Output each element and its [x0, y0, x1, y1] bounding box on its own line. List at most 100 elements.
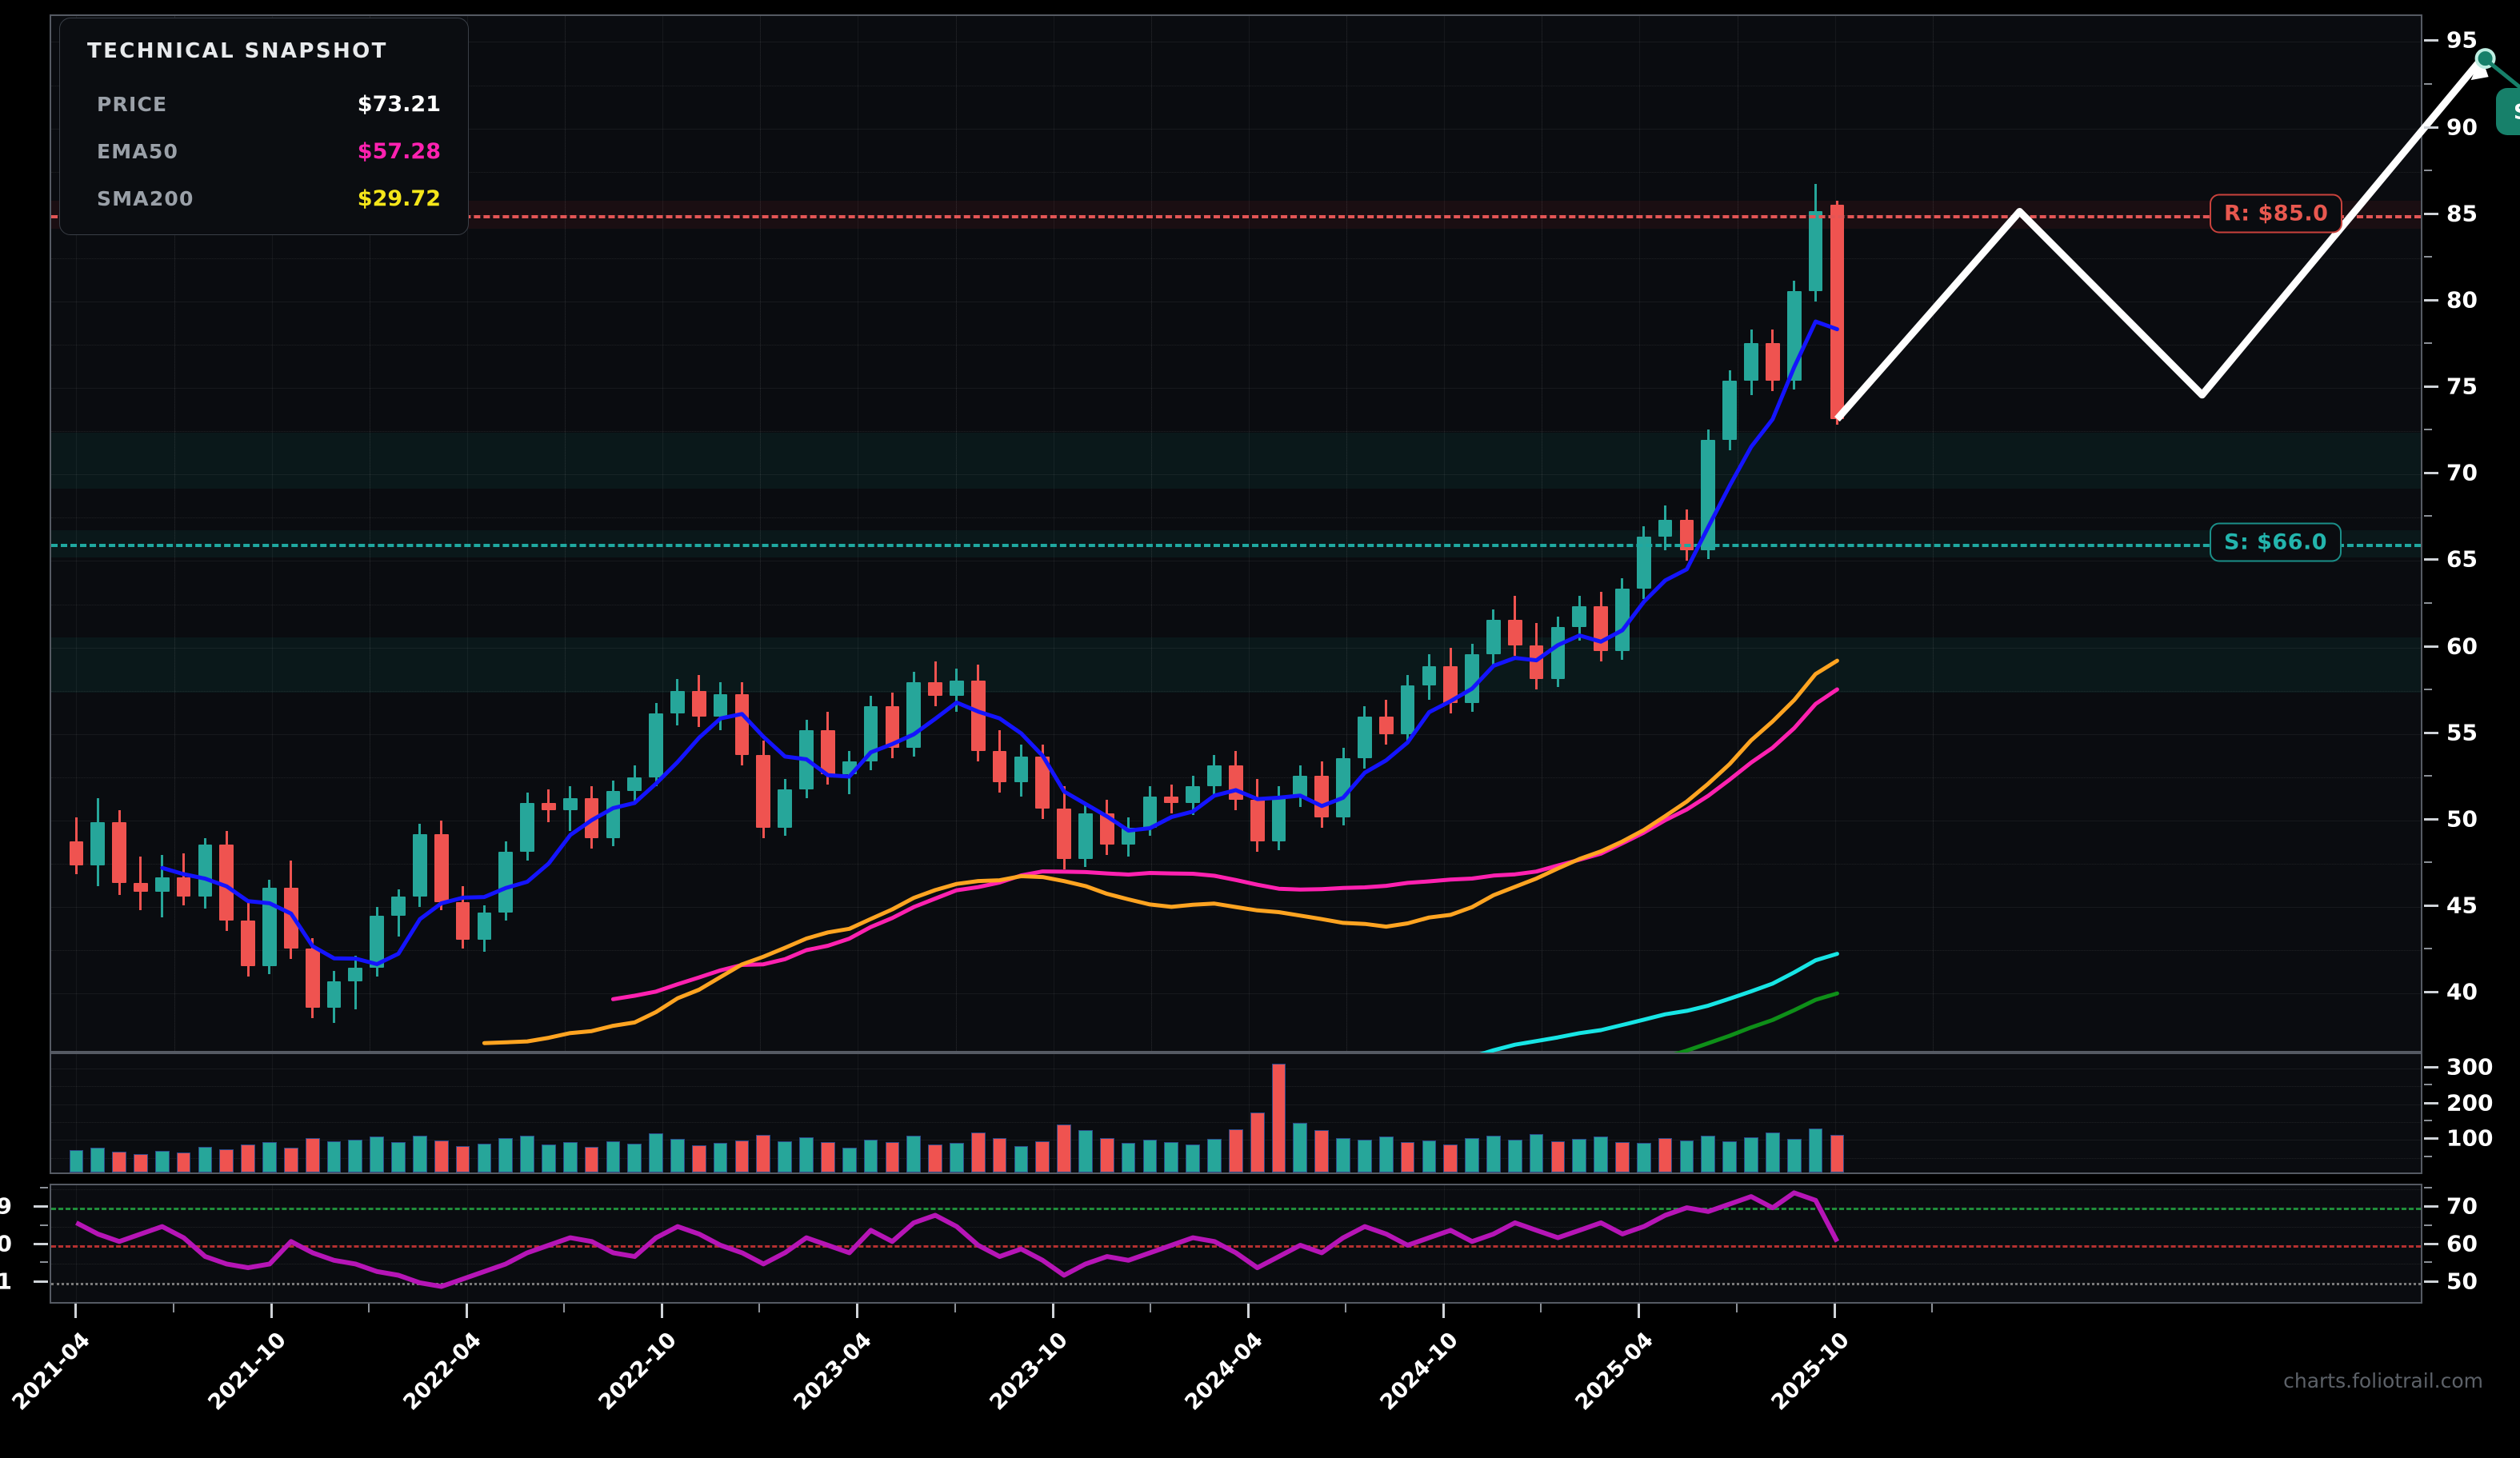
- candle-body: [326, 981, 342, 1008]
- price-zone-band: [51, 433, 2421, 489]
- date-axis-tick: [1833, 1304, 1836, 1318]
- price-gridline-minor: [51, 171, 2421, 173]
- candle-body: [584, 797, 599, 838]
- candle-body: [1121, 827, 1136, 845]
- volume-gridline-v: [1834, 1054, 1836, 1172]
- volume-axis-tick-minor: [2424, 1155, 2432, 1157]
- volume-bar: [1314, 1130, 1330, 1172]
- volume-axis-tick: [2424, 1101, 2438, 1104]
- candle-body: [1529, 645, 1544, 679]
- volume-bar: [1744, 1137, 1758, 1172]
- candle-body: [1186, 785, 1200, 804]
- candle-body: [498, 851, 514, 913]
- candle-body: [992, 751, 1007, 783]
- candle-body: [283, 888, 298, 949]
- resistance-level-badge: R: $85.0: [2210, 194, 2343, 234]
- price-gridline-v: [1834, 16, 1836, 1051]
- candle-body: [1572, 605, 1587, 627]
- candle-body: [734, 694, 750, 755]
- rsi-axis-tick-left-minor: [40, 1261, 48, 1264]
- volume-bar: [520, 1136, 534, 1172]
- volume-bar: [1250, 1112, 1265, 1172]
- candle-body: [1658, 519, 1673, 537]
- rsi-gridline-minor: [51, 1188, 2421, 1190]
- rsi-axis-tick-left-minor: [40, 1186, 48, 1188]
- price-gridline: [51, 993, 2421, 995]
- level-line-resistance: [51, 214, 2421, 218]
- price-axis-label: 70: [2446, 459, 2478, 486]
- rsi-axis-tick-left: [34, 1280, 48, 1283]
- candle-body: [262, 888, 277, 966]
- price-gridline-minor: [51, 431, 2421, 433]
- volume-bar: [1679, 1140, 1694, 1172]
- candle-body: [1615, 589, 1630, 651]
- price-axis-tick: [2424, 558, 2438, 561]
- candle-wick: [354, 955, 357, 1009]
- price-axis-tick-minor: [2424, 82, 2432, 85]
- date-axis-tick-minor: [1540, 1304, 1542, 1312]
- volume-bar: [1486, 1135, 1501, 1172]
- date-axis-label: 2022-10: [594, 1328, 682, 1416]
- rsi-axis-tick-right: [2424, 1280, 2438, 1283]
- price-axis-label: 60: [2446, 633, 2478, 660]
- price-gridline-minor: [51, 258, 2421, 259]
- volume-bar: [1014, 1145, 1029, 1172]
- price-gridline: [51, 474, 2421, 476]
- price-gridline: [51, 128, 2421, 130]
- volume-bar: [562, 1142, 578, 1172]
- price-axis-label: 55: [2446, 719, 2478, 746]
- rsi-ref-line-oversold: [51, 1282, 2421, 1285]
- volume-bar: [305, 1138, 320, 1172]
- price-zone-band: [51, 637, 2421, 693]
- candle-body: [1207, 765, 1222, 786]
- volume-bar: [434, 1140, 449, 1172]
- candle-body: [305, 949, 320, 1008]
- price-gridline-v-minor: [1346, 16, 1348, 1051]
- snapshot-row-value: $29.72: [357, 186, 441, 211]
- date-axis-tick: [465, 1304, 468, 1318]
- snapshot-row: EMA50 $57.28: [87, 128, 441, 175]
- date-axis-tick-minor: [172, 1304, 174, 1312]
- volume-bar: [1507, 1139, 1522, 1172]
- volume-bar: [1658, 1138, 1673, 1172]
- candle-body: [1830, 204, 1845, 420]
- date-axis-label: 2021-10: [203, 1328, 291, 1416]
- snapshot-row-value: $57.28: [357, 139, 441, 164]
- candle-body: [1400, 685, 1415, 734]
- candle-body: [90, 822, 106, 866]
- candle-body: [370, 915, 385, 968]
- price-axis-tick-minor: [2424, 688, 2432, 690]
- candle-body: [1014, 756, 1029, 783]
- volume-bar: [348, 1139, 363, 1172]
- price-axis-tick: [2424, 212, 2438, 215]
- price-axis-tick: [2424, 385, 2438, 389]
- rsi-axis-tick-right: [2424, 1205, 2438, 1208]
- candle-body: [562, 797, 578, 810]
- candle-body: [950, 680, 964, 697]
- volume-bar: [928, 1144, 942, 1172]
- volume-bar: [1400, 1142, 1415, 1172]
- volume-gridline-v: [1248, 1054, 1250, 1172]
- volume-gridline: [51, 1104, 2421, 1105]
- price-axis-label: 40: [2446, 978, 2478, 1005]
- candle-body: [69, 841, 84, 866]
- candle-body: [1808, 211, 1823, 291]
- rsi-gridline-minor: [51, 1226, 2421, 1228]
- price-gridline-v-minor: [955, 16, 957, 1051]
- candle-body: [1228, 765, 1243, 800]
- candle-body: [820, 730, 835, 774]
- price-gridline-v-minor: [1932, 16, 1934, 1051]
- rsi-axis-tick-right-minor: [2424, 1261, 2432, 1264]
- volume-bar: [283, 1147, 298, 1172]
- price-axis-tick-minor: [2424, 342, 2432, 345]
- volume-bar: [649, 1132, 663, 1172]
- price-gridline: [51, 733, 2421, 735]
- snapshot-title: TECHNICAL SNAPSHOT: [87, 39, 388, 63]
- price-axis-tick-minor: [2424, 948, 2432, 950]
- candle-body: [1465, 654, 1479, 703]
- volume-bar: [391, 1141, 406, 1172]
- candle-body: [413, 834, 427, 897]
- watermark: charts.foliotrail.com: [2283, 1369, 2483, 1392]
- date-axis-tick: [661, 1304, 664, 1318]
- rsi-axis-tick-left: [34, 1205, 48, 1208]
